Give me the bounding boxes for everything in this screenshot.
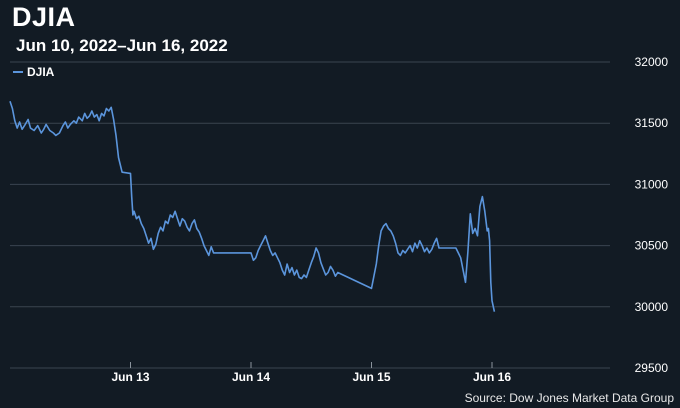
y-tick-label: 32000 bbox=[635, 55, 669, 69]
y-tick-label: 30000 bbox=[635, 300, 669, 314]
y-tick-label: 31000 bbox=[635, 177, 669, 191]
chart-title: DJIA bbox=[12, 2, 76, 32]
x-tick-label: Jun 14 bbox=[232, 370, 270, 384]
y-tick-label: 31500 bbox=[635, 116, 669, 130]
y-tick-label: 30500 bbox=[635, 239, 669, 253]
x-tick-label: Jun 15 bbox=[352, 370, 390, 384]
series-line-djia bbox=[9, 100, 496, 312]
legend: DJIA bbox=[13, 65, 54, 79]
y-tick-label: 29500 bbox=[635, 361, 669, 375]
x-tick-label: Jun 16 bbox=[473, 370, 511, 384]
legend-swatch bbox=[13, 71, 23, 73]
source-note: Source: Dow Jones Market Data Group bbox=[464, 391, 674, 405]
legend-label: DJIA bbox=[27, 65, 55, 79]
x-tick-label: Jun 13 bbox=[111, 370, 149, 384]
chart-subtitle: Jun 10, 2022–Jun 16, 2022 bbox=[16, 36, 228, 55]
